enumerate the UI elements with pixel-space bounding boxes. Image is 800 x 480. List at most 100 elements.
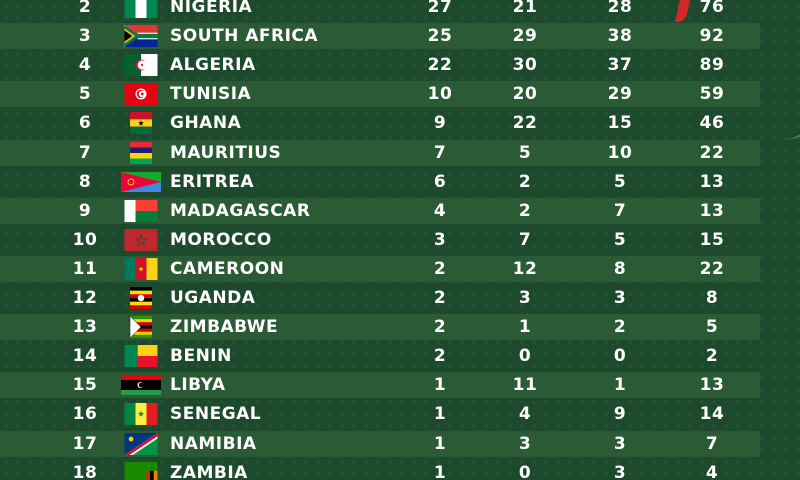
gold-count: 1 [433,462,447,480]
cameroon-flag-icon [121,257,161,280]
country-name: MOROCCO [170,229,272,250]
total-count: 46 [699,113,725,134]
table-row: 16 SENEGAL 1 4 9 14 [0,401,760,427]
bronze-count: 28 [607,0,633,17]
silver-count: 30 [512,55,538,76]
rank-cell: 18 [72,462,98,480]
silver-count: 29 [512,26,538,47]
silver-count: 7 [518,229,532,250]
total-count: 13 [699,200,725,221]
total-count: 22 [699,258,725,279]
country-name: GHANA [170,113,242,134]
country-name: SENEGAL [170,404,262,425]
total-count: 59 [699,84,725,105]
gold-count: 1 [433,404,447,425]
bronze-count: 37 [607,55,633,76]
country-name: BENIN [170,346,232,367]
table-row: 8 ERITREA 6 2 5 13 [0,169,760,195]
gold-count: 25 [427,26,453,47]
gold-count: 22 [427,55,453,76]
total-count: 22 [699,142,725,163]
bronze-count: 8 [613,258,627,279]
silver-count: 0 [518,346,532,367]
country-name: ZIMBABWE [170,317,279,338]
uganda-flag-icon [121,287,161,309]
gold-count: 2 [433,317,447,338]
country-name: SOUTH AFRICA [170,26,319,47]
total-count: 8 [705,288,719,308]
country-name: UGANDA [170,288,256,308]
bronze-count: 7 [613,200,627,221]
algeria-flag-icon [121,54,161,77]
bronze-count: 3 [613,433,627,454]
rank-cell: 9 [78,200,92,221]
total-count: 89 [699,55,725,76]
ghana-flag-icon [121,112,161,135]
rank-cell: 8 [78,171,92,192]
table-row: 18 ZAMBIA 1 0 3 4 [0,460,760,480]
senegal-flag-icon [121,403,161,426]
total-count: 13 [699,171,725,192]
zambia-flag-icon [121,461,161,480]
total-count: 13 [699,375,725,396]
morocco-flag-icon [121,228,161,251]
silver-count: 5 [518,142,532,163]
silver-count: 3 [518,288,532,308]
gold-count: 2 [433,288,447,308]
bronze-count: 15 [607,113,633,134]
total-count: 92 [699,26,725,47]
rank-cell: 4 [78,55,92,76]
gold-count: 3 [433,229,447,250]
country-name: CAMEROON [170,258,285,279]
rank-cell: 6 [78,113,92,134]
rank-cell: 7 [78,142,92,163]
gold-count: 9 [433,113,447,134]
table-row: 6 GHANA 9 22 15 46 [0,110,760,136]
total-count: 7 [705,433,719,454]
country-name: ALGERIA [170,55,256,76]
total-count: 5 [705,317,719,338]
table-row: 5 TUNISIA 10 20 29 59 [0,81,760,108]
table-row: 13 ZIMBABWE 2 1 2 5 [0,314,760,341]
silver-count: 2 [518,200,532,221]
total-count: 15 [699,229,725,250]
total-count: 14 [699,404,725,425]
bronze-count: 3 [613,462,627,480]
bronze-count: 3 [613,288,627,308]
table-row: 15 LIBYA 1 11 1 13 [0,372,760,399]
rank-cell: 11 [72,258,98,279]
nigeria-flag-icon [121,0,161,18]
table-row: 14 BENIN 2 0 0 2 [0,343,760,369]
table-row: 17 NAMIBIA 1 3 3 7 [0,430,760,457]
gold-count: 2 [433,258,447,279]
table-row: 12 UGANDA 2 3 3 8 [0,285,760,311]
gold-count: 1 [433,375,447,396]
silver-count: 4 [518,404,532,425]
gold-count: 10 [427,84,453,105]
country-name: NAMIBIA [170,433,257,454]
total-count: 2 [705,346,719,367]
gold-count: 2 [433,346,447,367]
eritrea-flag-icon [121,171,161,193]
gold-count: 7 [433,142,447,163]
table-row: 11 CAMEROON 2 12 8 22 [0,255,760,282]
libya-flag-icon [121,374,161,396]
mauritius-flag-icon [121,141,161,164]
country-name: NIGERIA [170,0,253,17]
bronze-count: 29 [607,84,633,105]
table-row: 2 NIGERIA 27 21 28 76 [0,0,760,20]
rank-cell: 12 [72,288,98,308]
rank-cell: 13 [72,317,98,338]
country-name: MAURITIUS [170,142,282,163]
silver-count: 20 [512,84,538,105]
country-name: MADAGASCAR [170,200,311,221]
bronze-count: 5 [613,171,627,192]
country-name: ERITREA [170,171,254,192]
silver-count: 2 [518,171,532,192]
silver-count: 22 [512,113,538,134]
gold-count: 1 [433,433,447,454]
bronze-count: 10 [607,142,633,163]
table-row: 4 ALGERIA 22 30 37 89 [0,52,760,78]
rank-cell: 5 [78,84,92,105]
